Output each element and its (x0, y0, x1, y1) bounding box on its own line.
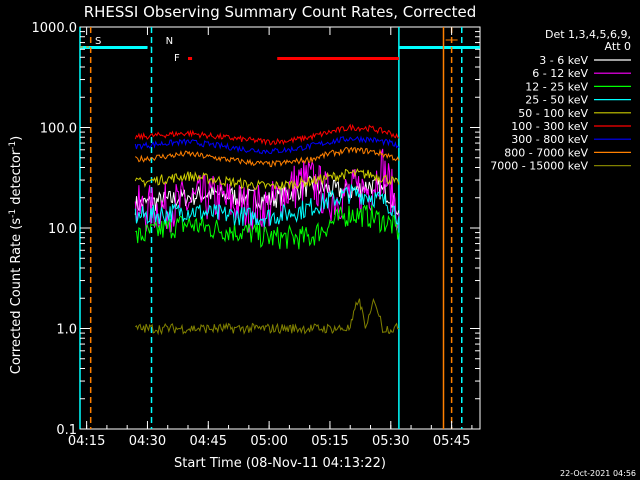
y-tick-label: 1.0 (56, 323, 77, 338)
series-line (135, 204, 400, 250)
x-tick-label: 04:30 (129, 434, 166, 449)
x-tick-label: 05:45 (433, 434, 470, 449)
series-line (134, 148, 400, 233)
y-tick-label: 0.1 (56, 423, 77, 438)
legend-header: Det 1,3,4,5,6,9, (545, 28, 631, 41)
chart-title: RHESSI Observing Summary Count Rates, Co… (84, 3, 477, 21)
x-axis-ticks: 04:15 04:30 04:45 05:00 05:15 05:30 05:45 (68, 27, 473, 449)
series-line (134, 123, 400, 146)
night-bar (398, 46, 480, 49)
legend-entry-label: 12 - 25 keV (525, 80, 588, 93)
legend-entry-label: 100 - 300 keV (511, 120, 588, 133)
y-tick-label: 100.0 (40, 122, 77, 137)
footer-timestamp: 22-Oct-2021 04:56 (560, 469, 636, 478)
x-tick-label: 05:00 (250, 434, 287, 449)
marker-label: N (166, 36, 173, 47)
y-axis-ticks: 0.1 1.0 10.0 100.0 1000.0 (32, 21, 480, 438)
series-line (135, 297, 399, 336)
x-tick-label: 04:45 (190, 434, 227, 449)
flare-marks: F (174, 53, 399, 64)
flare-label: F (174, 53, 180, 64)
flare-mark (277, 57, 399, 60)
y-axis-label: Corrected Count Rate (s-1 detector-1) (8, 136, 24, 374)
y-axis-label-sup1: -1 (8, 209, 18, 218)
legend-entry-label: 3 - 6 keV (539, 54, 588, 67)
legend-entry-label: 800 - 7000 keV (504, 146, 588, 159)
legend-entry-label: 7000 - 15000 keV (490, 160, 588, 173)
series-line (135, 146, 400, 168)
y-tick-label: 1000.0 (32, 21, 78, 36)
y-tick-label: 10.0 (48, 222, 77, 237)
night-bar (80, 46, 148, 49)
x-tick-label: 04:15 (68, 434, 105, 449)
series-line (134, 135, 400, 155)
x-axis-label: Start Time (08-Nov-11 04:13:22) (174, 456, 386, 471)
series-line (134, 168, 400, 191)
x-tick-label: 05:15 (311, 434, 348, 449)
y-axis-label-mid: detector (9, 149, 24, 209)
series-group (134, 123, 400, 336)
series-line (134, 184, 400, 227)
legend-header: Att 0 (605, 40, 631, 53)
y-axis-label-end: ) (9, 136, 24, 141)
legend-entry-label: 50 - 100 keV (518, 107, 588, 120)
night-bars (80, 46, 480, 49)
legend-entry-label: 25 - 50 keV (525, 94, 588, 107)
legend-entry-label: 300 - 800 keV (511, 133, 588, 146)
x-tick-label: 05:30 (372, 434, 409, 449)
legend-entry-label: 6 - 12 keV (532, 67, 588, 80)
marker-label: S (95, 36, 101, 47)
y-axis-label-sup2: -1 (8, 141, 18, 150)
y-axis-label-main: Corrected Count Rate (s (9, 218, 24, 375)
flare-mark (188, 57, 193, 60)
